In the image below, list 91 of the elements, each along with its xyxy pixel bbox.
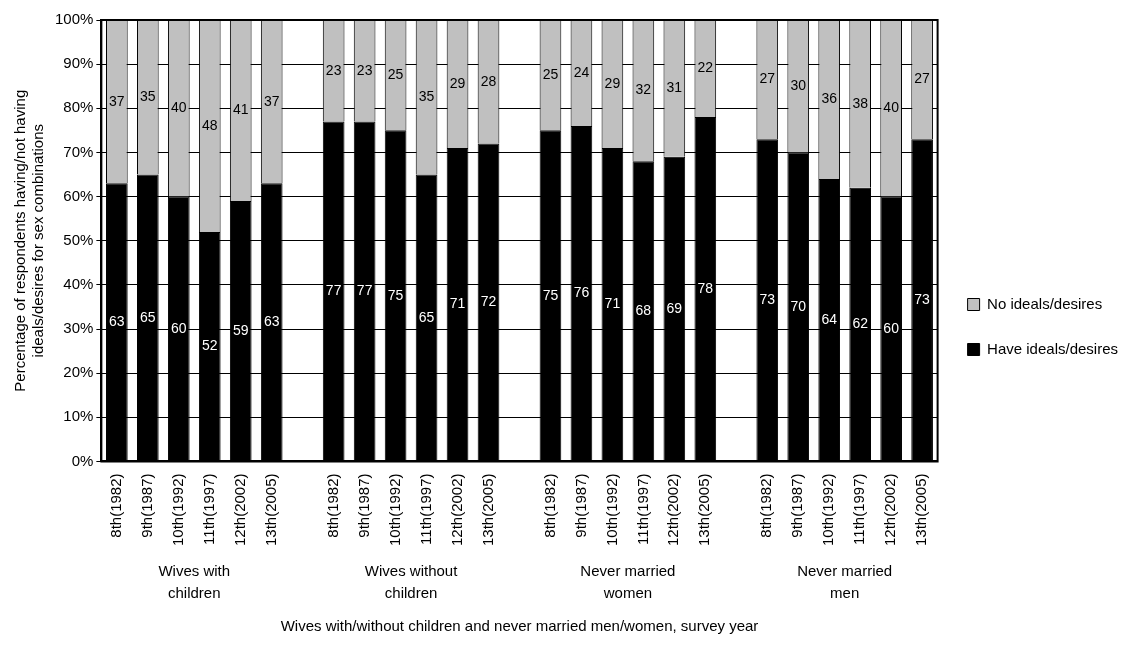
data-label: 30 <box>790 77 807 94</box>
text: Wives without children <box>364 561 459 601</box>
data-label: 71 <box>604 295 621 312</box>
x-tick-label: 11th(1997) <box>850 473 868 545</box>
y-tick-label: 0% <box>71 451 94 469</box>
data-label: 63 <box>109 313 125 329</box>
data-label: 65 <box>140 308 156 325</box>
data-label: 41 <box>232 101 249 118</box>
text: Never married men <box>797 561 893 601</box>
x-tick-label: 10th(1992) <box>168 473 186 547</box>
x-tick-label: 8th(1982) <box>106 473 124 538</box>
data-label: 32 <box>635 81 652 98</box>
data-label: 63 <box>263 313 280 329</box>
data-label: 62 <box>852 315 869 332</box>
data-label: 23 <box>356 61 373 78</box>
data-label: 28 <box>480 72 497 89</box>
x-axis-title: Wives with/without children and never married men/women, survey year <box>280 617 759 635</box>
legend-label: Have ideals/desires <box>987 339 1119 357</box>
y-tick-label: 20% <box>63 363 94 381</box>
x-tick-label: 12th(2002) <box>881 473 899 547</box>
y-tick-label: 100% <box>54 10 94 28</box>
y-tick-label: 40% <box>63 275 94 293</box>
x-tick-label: 12th(2002) <box>230 473 248 547</box>
x-tick-label: 13th(2005) <box>261 473 279 547</box>
y-tick-label: 90% <box>63 54 94 72</box>
y-tick-label: 80% <box>63 98 94 116</box>
x-tick-label: 10th(1992) <box>602 473 620 547</box>
data-label: 29 <box>449 74 466 91</box>
legend-label: No ideals/desires <box>987 294 1103 312</box>
x-tick-label: 11th(1997) <box>416 473 434 545</box>
data-label: 68 <box>635 301 652 318</box>
x-tick-label: 9th(1987) <box>571 473 589 538</box>
y-axis-title: Percentage of respondents having/not having ideals/desires for sex combinations <box>11 89 47 392</box>
data-label: 73 <box>759 290 776 307</box>
data-label: 78 <box>697 279 714 296</box>
data-label: 36 <box>821 90 838 107</box>
data-label: 40 <box>883 99 900 116</box>
data-label: 35 <box>140 88 156 105</box>
data-label: 38 <box>852 94 869 111</box>
data-label: 37 <box>109 92 125 109</box>
data-label: 72 <box>480 293 497 310</box>
data-label: 27 <box>914 70 931 87</box>
data-label: 64 <box>821 310 838 327</box>
x-tick-label: 9th(1987) <box>137 473 155 538</box>
data-label: 69 <box>666 299 683 316</box>
data-label: 59 <box>232 321 249 338</box>
data-label: 37 <box>263 92 280 109</box>
data-label: 75 <box>542 286 559 303</box>
data-label: 29 <box>604 74 621 91</box>
y-tick-label: 30% <box>63 319 94 337</box>
data-label: 77 <box>356 282 373 299</box>
data-label: 73 <box>914 290 931 307</box>
data-label: 40 <box>171 99 187 116</box>
data-label: 48 <box>201 116 218 133</box>
data-label: 75 <box>387 286 404 303</box>
data-label: 52 <box>201 337 218 354</box>
x-tick-label: 11th(1997) <box>199 473 217 545</box>
x-tick-label: 12th(2002) <box>664 473 682 547</box>
data-label: 31 <box>666 79 683 96</box>
x-tick-label: 10th(1992) <box>819 473 837 547</box>
data-label: 60 <box>171 319 187 336</box>
text: Never married women <box>580 561 676 601</box>
data-label: 77 <box>325 282 342 299</box>
x-tick-label: 12th(2002) <box>447 473 465 547</box>
y-tick-label: 70% <box>63 142 94 160</box>
x-tick-label: 8th(1982) <box>540 473 558 538</box>
y-tick-label: 10% <box>63 407 94 425</box>
x-tick-label: 9th(1987) <box>354 473 372 538</box>
data-label: 71 <box>449 295 466 312</box>
data-label: 65 <box>418 308 435 325</box>
x-tick-label: 10th(1992) <box>385 473 403 547</box>
data-label: 76 <box>573 284 590 301</box>
data-label: 27 <box>759 70 776 87</box>
data-label: 24 <box>573 63 590 80</box>
x-tick-label: 13th(2005) <box>695 473 713 547</box>
x-tick-label: 13th(2005) <box>478 473 496 547</box>
data-label: 60 <box>883 319 900 336</box>
x-tick-label: 9th(1987) <box>788 473 806 538</box>
y-tick-label: 50% <box>63 230 94 248</box>
x-tick-label: 8th(1982) <box>323 473 341 538</box>
data-label: 23 <box>325 61 342 78</box>
text: Wives with children <box>158 561 231 601</box>
data-label: 22 <box>697 59 714 76</box>
data-label: 25 <box>387 66 404 83</box>
x-tick-label: 8th(1982) <box>757 473 775 538</box>
data-label: 25 <box>542 66 559 83</box>
x-tick-label: 13th(2005) <box>912 473 930 547</box>
data-label: 35 <box>418 88 435 105</box>
x-tick-label: 11th(1997) <box>633 473 651 545</box>
data-label: 70 <box>790 297 807 314</box>
y-tick-label: 60% <box>63 186 94 204</box>
